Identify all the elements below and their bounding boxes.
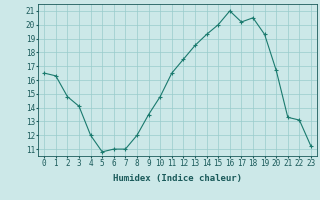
X-axis label: Humidex (Indice chaleur): Humidex (Indice chaleur): [113, 174, 242, 183]
